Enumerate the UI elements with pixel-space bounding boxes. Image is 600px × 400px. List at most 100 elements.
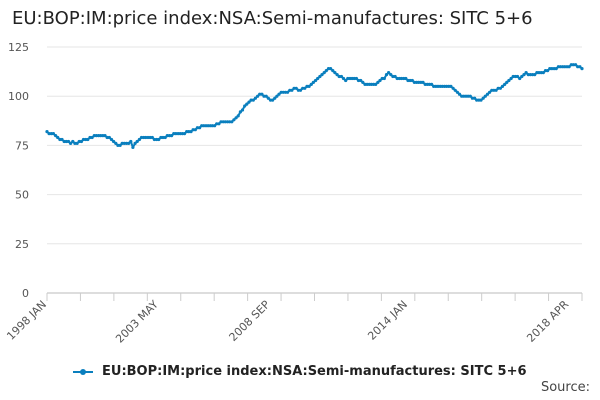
data-point[interactable] [537, 71, 541, 75]
data-point[interactable] [509, 76, 513, 81]
data-point[interactable] [182, 132, 187, 136]
data-point[interactable] [230, 120, 234, 124]
data-point[interactable] [359, 78, 363, 83]
data-point[interactable] [470, 96, 474, 100]
data-point[interactable] [311, 80, 315, 84]
legend[interactable]: EU:BOP:IM:price index:NSA:Semi-manufactu… [0, 364, 600, 379]
data-point[interactable] [580, 67, 584, 71]
data-point[interactable] [417, 80, 421, 84]
data-point[interactable] [165, 134, 169, 138]
data-point[interactable] [395, 76, 399, 81]
data-point[interactable] [56, 135, 60, 140]
data-point[interactable] [245, 102, 249, 106]
data-point[interactable] [238, 110, 242, 114]
data-point[interactable] [290, 88, 294, 92]
data-point[interactable] [339, 74, 343, 79]
data-point[interactable] [387, 71, 391, 75]
data-point[interactable] [404, 76, 408, 81]
data-point[interactable] [479, 98, 483, 102]
data-point[interactable] [129, 139, 133, 144]
data-point[interactable] [152, 137, 156, 142]
data-point[interactable] [107, 135, 111, 140]
data-point[interactable] [391, 74, 395, 79]
data-point[interactable] [303, 86, 307, 90]
data-point[interactable] [341, 76, 346, 81]
data-point[interactable] [507, 78, 511, 83]
data-point[interactable] [382, 76, 386, 81]
data-point[interactable] [275, 94, 279, 98]
data-point[interactable] [114, 141, 118, 145]
data-point[interactable] [522, 73, 526, 77]
data-point[interactable] [563, 65, 567, 69]
data-point[interactable] [399, 76, 404, 81]
data-point[interactable] [45, 130, 49, 134]
data-point[interactable] [69, 141, 73, 145]
data-point[interactable] [86, 137, 90, 142]
data-point[interactable] [511, 74, 515, 79]
data-point[interactable] [518, 76, 522, 81]
data-point[interactable] [408, 78, 412, 83]
data-point[interactable] [412, 80, 416, 84]
data-point[interactable] [457, 92, 462, 96]
data-point[interactable] [571, 63, 576, 67]
data-point[interactable] [281, 90, 285, 94]
data-point[interactable] [374, 82, 378, 86]
data-point[interactable] [546, 69, 550, 73]
data-point[interactable] [550, 67, 554, 71]
data-point[interactable] [485, 92, 490, 96]
data-point[interactable] [137, 137, 141, 142]
data-point[interactable] [500, 84, 505, 88]
data-point[interactable] [344, 78, 348, 83]
data-point[interactable] [445, 84, 449, 88]
data-point[interactable] [206, 124, 210, 128]
data-point[interactable] [271, 98, 275, 102]
data-point[interactable] [174, 132, 178, 136]
data-point[interactable] [378, 78, 382, 83]
data-point[interactable] [393, 74, 397, 79]
data-point[interactable] [294, 86, 298, 90]
data-point[interactable] [135, 139, 139, 144]
data-point[interactable] [354, 76, 358, 81]
data-point[interactable] [331, 69, 335, 73]
data-point[interactable] [410, 78, 414, 83]
data-point[interactable] [127, 141, 131, 145]
data-point[interactable] [475, 98, 479, 102]
data-point[interactable] [468, 94, 472, 98]
data-point[interactable] [286, 90, 290, 94]
data-point[interactable] [75, 141, 79, 145]
data-point[interactable] [60, 137, 64, 142]
data-point[interactable] [215, 122, 219, 126]
data-point[interactable] [133, 141, 137, 145]
data-point[interactable] [318, 74, 322, 79]
data-point[interactable] [462, 94, 466, 98]
data-point[interactable] [505, 80, 509, 84]
data-point[interactable] [314, 78, 318, 83]
data-point[interactable] [520, 74, 524, 79]
data-point[interactable] [333, 71, 337, 75]
data-point[interactable] [256, 94, 260, 98]
data-point[interactable] [228, 120, 232, 124]
data-point[interactable] [47, 132, 51, 136]
data-point[interactable] [335, 73, 339, 77]
data-point[interactable] [494, 88, 498, 92]
data-point[interactable] [376, 80, 380, 84]
data-point[interactable] [217, 122, 221, 126]
data-point[interactable] [524, 71, 528, 75]
data-point[interactable] [94, 134, 98, 138]
data-point[interactable] [131, 145, 135, 149]
data-point[interactable] [421, 80, 425, 84]
data-point[interactable] [356, 78, 361, 83]
data-point[interactable] [324, 69, 328, 73]
data-point[interactable] [77, 139, 81, 144]
data-point[interactable] [71, 139, 75, 144]
data-point[interactable] [515, 74, 520, 79]
data-point[interactable] [455, 90, 459, 94]
data-point[interactable] [576, 65, 580, 69]
data-point[interactable] [266, 96, 270, 100]
data-point[interactable] [234, 116, 238, 120]
data-point[interactable] [122, 141, 126, 145]
data-point[interactable] [298, 88, 303, 92]
data-point[interactable] [352, 76, 356, 81]
data-point[interactable] [258, 92, 262, 96]
data-point[interactable] [260, 92, 264, 96]
